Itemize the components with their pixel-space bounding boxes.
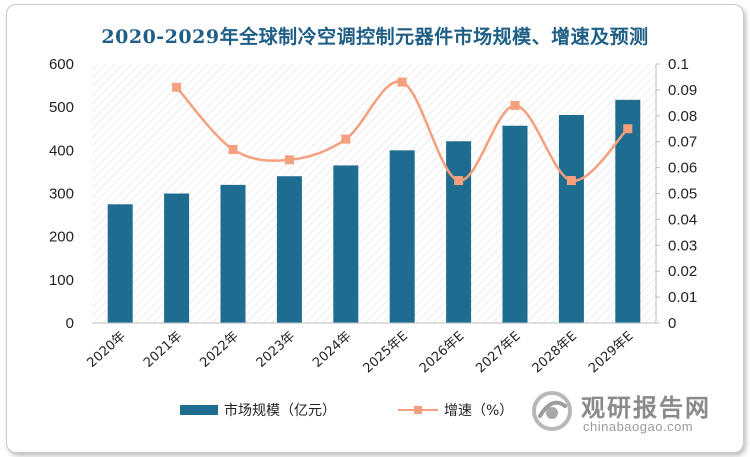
- growth-point-2025年E: [397, 77, 407, 87]
- x-tick-label: 2026年E: [417, 329, 467, 376]
- bar-2025年E: [389, 150, 415, 323]
- legend-bar-label: 市场规模（亿元）: [224, 403, 336, 419]
- bar-2021年: [164, 193, 190, 323]
- bar-2028年E: [558, 114, 584, 323]
- bar-2029年E: [615, 99, 641, 323]
- right-tick-label: 0.04: [668, 211, 697, 228]
- chart-title: 2020-2029年全球制冷空调控制元器件市场规模、增速及预测: [101, 26, 649, 48]
- bar-2027年E: [502, 125, 528, 323]
- left-tick-label: 0: [66, 315, 74, 332]
- x-tick-label: 2028年E: [530, 329, 580, 376]
- right-tick-label: 0.02: [668, 263, 697, 280]
- legend-bar-swatch: [180, 405, 218, 415]
- growth-point-2028年E: [566, 176, 576, 186]
- right-tick-label: 0.01: [668, 289, 697, 306]
- growth-point-2023年: [284, 155, 294, 165]
- right-tick-label: 0.08: [668, 108, 697, 125]
- bar-2022年: [220, 184, 246, 323]
- bar-2023年: [276, 176, 302, 323]
- legend: 市场规模（亿元） 增速（%）: [180, 396, 660, 426]
- left-tick-label: 600: [49, 56, 74, 73]
- legend-item-market-size: 市场规模（亿元）: [180, 400, 336, 420]
- x-tick-label: 2029年E: [586, 329, 636, 376]
- bar-2026年E: [446, 141, 472, 323]
- watermark-logo-icon: [532, 391, 572, 431]
- legend-item-growth: 增速（%）: [398, 400, 513, 420]
- left-tick-label: 200: [49, 229, 74, 246]
- watermark-name: 观研报告网: [581, 394, 711, 422]
- right-tick-label: 0.07: [668, 134, 697, 151]
- growth-point-2024年: [341, 134, 351, 144]
- bar-2024年: [333, 165, 359, 323]
- x-tick-label: 2024年: [310, 329, 354, 371]
- right-tick-label: 0.03: [668, 237, 697, 254]
- left-tick-label: 300: [49, 186, 74, 203]
- legend-line-swatch: [398, 403, 438, 417]
- left-tick-label: 500: [49, 99, 74, 116]
- growth-point-2022年: [228, 144, 238, 154]
- x-tick-label: 2021年: [141, 329, 185, 371]
- watermark: 观研报告网 chinabaogao.com: [531, 388, 731, 440]
- growth-line: [175, 80, 629, 182]
- left-tick-label: 100: [49, 272, 74, 289]
- growth-point-2026年E: [454, 176, 464, 186]
- right-tick-label: 0.1: [668, 56, 689, 73]
- x-tick-label: 2023年: [254, 329, 298, 371]
- legend-line-label: 增速（%）: [444, 403, 514, 419]
- watermark-site: chinabaogao.com: [583, 419, 694, 434]
- x-tick-label: 2025年E: [360, 329, 410, 376]
- x-tick-label: 2027年E: [473, 329, 523, 376]
- right-tick-label: 0.09: [668, 82, 697, 99]
- growth-point-2027年E: [510, 100, 520, 110]
- x-tick-label: 2020年: [85, 329, 129, 371]
- right-tick-label: 0: [668, 315, 676, 332]
- right-tick-label: 0.06: [668, 160, 697, 177]
- left-tick-label: 400: [49, 142, 74, 159]
- growth-point-2021年: [172, 82, 182, 92]
- right-tick-label: 0.05: [668, 186, 697, 203]
- x-tick-label: 2022年: [197, 329, 241, 371]
- bar-2020年: [107, 204, 133, 323]
- growth-point-2029年E: [623, 124, 633, 134]
